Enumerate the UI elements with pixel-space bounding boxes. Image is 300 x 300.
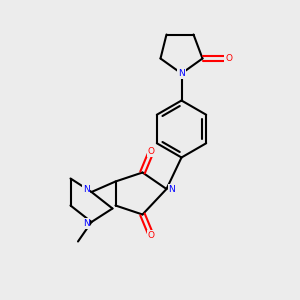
Text: N: N bbox=[83, 185, 89, 194]
Text: N: N bbox=[83, 219, 89, 228]
Text: O: O bbox=[225, 54, 232, 63]
Text: N: N bbox=[169, 184, 175, 194]
Text: O: O bbox=[148, 147, 155, 156]
Text: N: N bbox=[178, 69, 185, 78]
Text: O: O bbox=[148, 231, 155, 240]
